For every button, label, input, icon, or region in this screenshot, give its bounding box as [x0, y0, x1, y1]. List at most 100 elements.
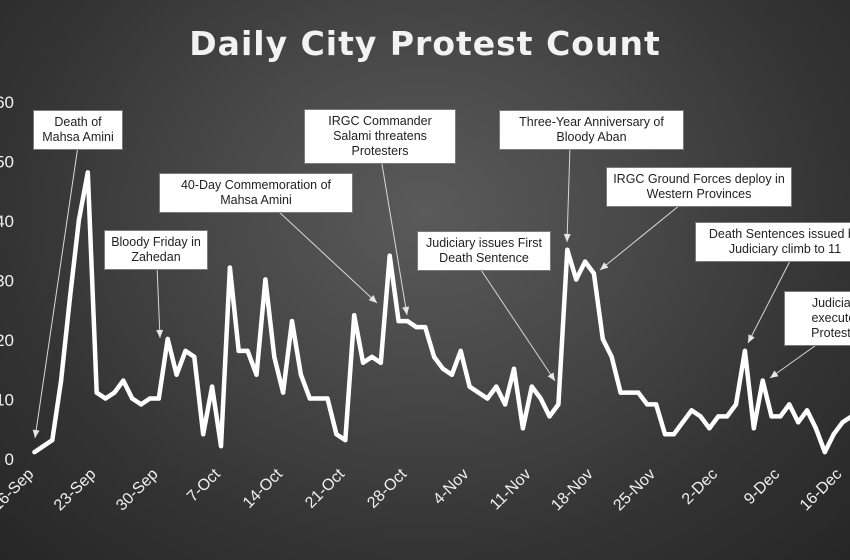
data-point: [627, 390, 632, 395]
annotation-arrow: [378, 145, 408, 316]
data-point: [174, 372, 179, 377]
data-point: [804, 408, 810, 413]
data-point: [32, 449, 37, 455]
data-point: [556, 402, 561, 407]
x-tick-label-11-Nov: 11-Nov: [487, 466, 535, 514]
data-point: [662, 432, 668, 437]
data-point: [67, 295, 73, 300]
x-tick-label-16-Sep: 16-Sep: [0, 466, 37, 515]
annotation-arrow: [566, 145, 571, 243]
x-tick-label-25-Nov: 25-Nov: [610, 466, 658, 514]
data-point: [112, 390, 117, 395]
data-point: [263, 277, 268, 282]
x-tick-label-28-Oct: 28-Oct: [364, 465, 410, 511]
data-point: [787, 402, 792, 407]
annotation-arrowhead: [368, 294, 377, 303]
data-point: [192, 354, 197, 360]
data-point: [565, 247, 570, 252]
annotation-arrowhead: [32, 429, 40, 438]
annotation-bloody-friday: Bloody Friday in Zahedan: [104, 230, 208, 270]
x-tick-label-7-Oct: 7-Oct: [184, 465, 224, 505]
data-point: [618, 390, 623, 395]
data-point: [298, 372, 304, 377]
annotation-arrow: [599, 204, 681, 271]
x-tick-label-21-Oct: 21-Oct: [302, 465, 348, 511]
data-point: [769, 414, 774, 419]
annotation-40-day-commemoration: 40-Day Commemoration of Mahsa Amini: [159, 173, 353, 213]
data-point: [822, 449, 827, 455]
data-point: [538, 396, 543, 401]
y-tick-label-20: 20: [0, 331, 14, 350]
data-point: [760, 378, 765, 383]
x-tick-label-9-Dec: 9-Dec: [741, 466, 783, 508]
data-point: [724, 414, 730, 419]
annotation-death-of-mahsa-amini: Death of Mahsa Amini: [33, 110, 123, 150]
x-tick-label-23-Sep: 23-Sep: [51, 466, 100, 515]
y-tick-label-30: 30: [0, 272, 14, 291]
annotation-arrowhead: [600, 262, 609, 270]
data-point: [103, 396, 108, 401]
annotation-arrowhead: [748, 334, 755, 343]
data-point: [742, 348, 748, 354]
data-point: [609, 354, 614, 360]
annotation-arrow: [747, 260, 791, 344]
data-point: [236, 348, 241, 354]
annotation-arrowhead: [402, 306, 410, 315]
data-point: [653, 402, 659, 407]
data-point: [218, 443, 224, 449]
data-point: [529, 384, 534, 389]
data-point: [138, 402, 144, 407]
data-point: [94, 390, 99, 395]
data-point: [50, 437, 55, 443]
data-point: [520, 426, 526, 431]
data-point: [476, 390, 481, 395]
data-point: [325, 396, 330, 401]
data-point: [121, 378, 126, 383]
data-point: [813, 426, 819, 431]
data-point: [316, 396, 321, 401]
annotation-arrowhead: [563, 233, 571, 242]
data-point: [751, 426, 756, 431]
data-point: [352, 313, 357, 318]
annotation-arrow: [478, 266, 556, 382]
data-point: [272, 354, 277, 360]
data-point: [85, 170, 91, 175]
data-point: [494, 384, 499, 389]
data-point: [289, 318, 295, 324]
data-point: [840, 420, 845, 425]
data-point: [58, 378, 64, 383]
data-point: [245, 348, 250, 354]
data-point: [671, 432, 677, 437]
data-point: [76, 217, 82, 223]
x-tick-label-14-Oct: 14-Oct: [240, 465, 286, 511]
data-point: [591, 271, 597, 276]
data-point: [156, 396, 161, 401]
data-point: [485, 396, 490, 401]
annotation-death-sentences-climb: Death Sentences issued by Judiciary clim…: [695, 222, 850, 262]
data-point: [440, 366, 446, 371]
annotation-protester-executed: Judiciary executes Protester: [784, 291, 850, 346]
annotation-arrowhead: [156, 329, 164, 338]
data-point: [796, 420, 801, 425]
data-point: [574, 277, 579, 282]
data-point: [280, 390, 286, 395]
data-point: [449, 372, 455, 377]
data-point: [369, 354, 375, 360]
data-point: [716, 414, 721, 419]
data-point: [414, 324, 419, 330]
data-point: [502, 402, 508, 407]
annotation-arrow: [156, 265, 161, 339]
data-point: [307, 396, 312, 401]
x-tick-label-30-Sep: 30-Sep: [113, 466, 162, 515]
data-point: [423, 324, 428, 330]
chart-title: Daily City Protest Count: [189, 24, 661, 63]
data-point: [254, 372, 259, 377]
data-point: [334, 432, 339, 437]
y-tick-label-0: 0: [5, 450, 14, 469]
annotation-first-death-sentence: Judiciary issues First Death Sentence: [417, 231, 551, 271]
data-point: [645, 402, 650, 407]
data-point: [680, 420, 685, 425]
data-point: [689, 408, 694, 413]
data-point: [831, 432, 836, 437]
